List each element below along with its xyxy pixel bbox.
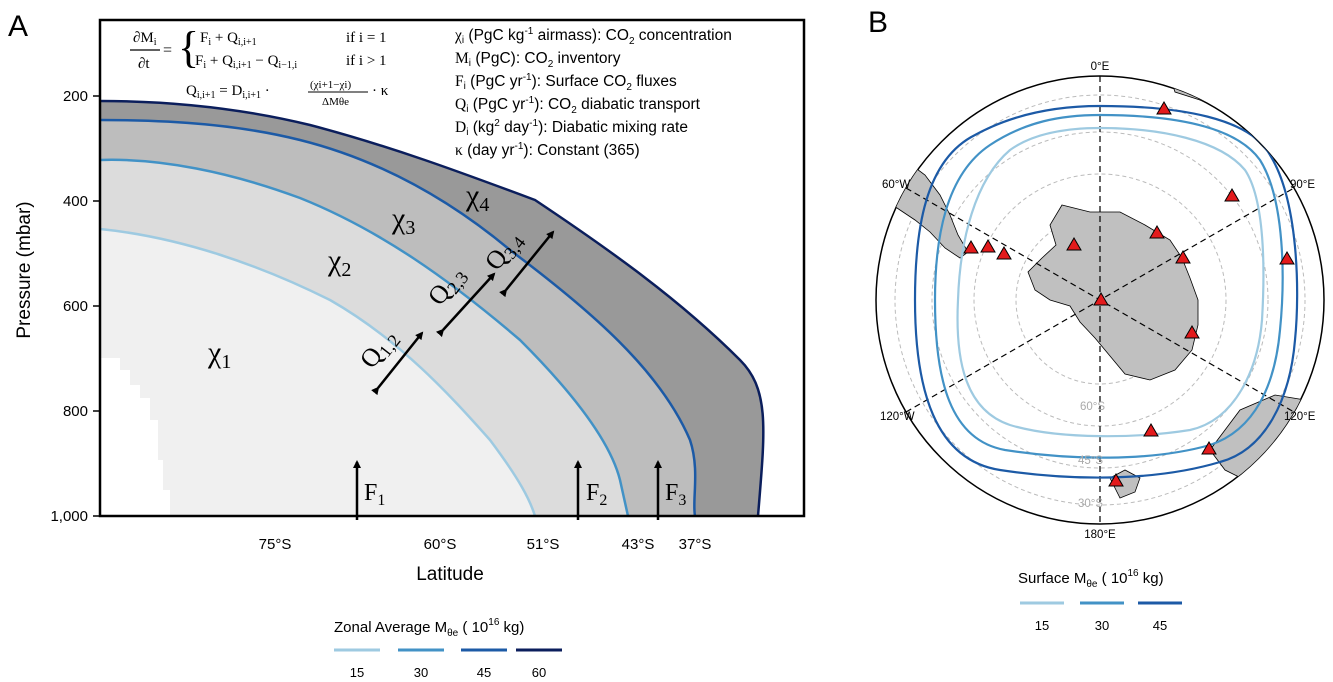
y-tick-800: 800 [63,403,88,420]
legend-b-label-15: 15 [1035,618,1049,633]
station-marker [1149,225,1165,239]
flux-arrows [353,460,662,520]
contour-60 [100,99,765,516]
def-q: Qi (PgC yr-1): CO2 diabatic transport [455,95,701,116]
arrow-q12 [371,331,424,396]
svg-text:{: { [178,23,199,72]
panel-a-legend: Zonal Average Mθe ( 1016 kg) 15 30 45 60 [334,617,562,680]
eq-lhs-denominator: ∂t [138,56,150,72]
contour-45 [100,118,697,516]
map-contour-15 [956,126,1265,438]
flux-labels: F1 F2 F3 [364,480,686,509]
lat-label-60s: 60°S [1080,401,1105,413]
station-marker [1093,292,1109,306]
x-tick-43s: 43°S [622,536,655,553]
label-chi2: χ2 [327,244,351,281]
lat-label-30s: 30°S [1078,498,1103,510]
panel-b-letter: B [868,6,888,39]
arrow-q23 [436,272,496,338]
equations-block: ∂Mi ∂t = { Fi + Qi,i+1 if i = 1 Fi + Qi,… [130,23,389,108]
legend-a-label-30: 30 [414,665,428,680]
map-contour-45 [913,104,1299,479]
x-tick-51s: 51°S [527,536,560,553]
x-tick-37s: 37°S [679,536,712,553]
lon-label-60w: 60°W [882,179,910,191]
label-chi1: χ1 [207,336,231,373]
legend-b-title: Surface Mθe ( 1016 kg) [1018,568,1164,590]
lat-label-45s: 45°S [1078,455,1103,467]
eq-transport-frac-den: ΔMθe [322,96,349,108]
y-axis: 200 400 600 800 1,000 [50,88,100,525]
def-chi: χi (PgC kg-1 airmass): CO2 concentration [454,26,732,47]
label-chi3: χ3 [391,202,415,239]
def-kappa: κ (day yr-1): Constant (365) [455,141,640,159]
station-marker [1066,237,1082,251]
x-tick-75s: 75°S [259,536,292,553]
panel-a-frame [98,18,806,518]
variable-definitions: χi (PgC kg-1 airmass): CO2 concentration… [454,26,732,159]
eq-transport: Qi,i+1 = Di,i+1 · [186,83,270,101]
label-f1: F1 [364,480,385,509]
y-tick-1000: 1,000 [50,508,88,525]
y-tick-200: 200 [63,88,88,105]
legend-b-label-45: 45 [1153,618,1167,633]
label-f3: F3 [665,480,686,509]
station-marker [1143,423,1159,437]
legend-a-label-45: 45 [477,665,491,680]
svg-text:=: = [163,42,172,59]
station-marker [1279,251,1295,265]
panel-b-legend: Surface Mθe ( 1016 kg) 15 30 45 [1018,568,1182,633]
eq-case-2: Fi + Qi,i+1 − Qi−1,i [195,53,297,71]
topography-mask [100,358,170,516]
eq-case-1: Fi + Qi,i+1 [200,30,257,48]
station-marker [1108,473,1124,487]
y-axis-label: Pressure (mbar) [14,201,35,338]
legend-a-label-60: 60 [532,665,546,680]
eq-case-1-cond: if i = 1 [346,30,387,46]
station-marker [1175,250,1191,264]
y-tick-600: 600 [63,298,88,315]
panel-a-plot [100,99,765,516]
station-marker [980,239,996,253]
region-labels: χ1 χ2 χ3 χ4 [207,179,489,373]
panel-a-letter: A [8,10,28,43]
eq-lhs-numerator: ∂Mi [133,30,157,48]
station-marker [1201,441,1217,455]
def-d: Di (kg2 day-1): Diabatic mixing rate [455,118,688,138]
legend-b-label-30: 30 [1095,618,1109,633]
lon-label-180e: 180°E [1084,529,1116,541]
label-f2: F2 [586,480,607,509]
lon-label-0e: 0°E [1091,61,1110,73]
x-axis-label: Latitude [416,564,484,585]
eq-transport-frac-num: (χi+1−χi) [310,79,351,91]
x-axis: 75°S 60°S 51°S 43°S 37°S [259,536,712,553]
arrow-q34 [499,230,555,298]
lon-label-120e: 120°E [1284,411,1316,423]
eq-transport-tail: · κ [372,83,389,99]
label-chi4: χ4 [465,179,489,216]
station-marker [1184,325,1200,339]
map-labels: 0°E 60°W 90°E 120°W 120°E 180°E 60°S 45°… [880,61,1316,541]
contour-30 [100,158,630,516]
map-contour-30 [933,113,1284,459]
station-marker [963,240,979,254]
def-m: Mi (PgC): CO2 inventory [455,50,621,70]
region-chi1 [100,229,535,516]
station-marker [1224,188,1240,202]
transport-arrows [371,230,555,396]
eq-case-2-cond: if i > 1 [346,53,387,69]
def-f: Fi (PgC yr-1): Surface CO2 fluxes [455,72,677,93]
legend-a-label-15: 15 [350,665,364,680]
station-markers [963,101,1295,487]
station-marker [996,246,1012,260]
legend-a-title: Zonal Average Mθe ( 1016 kg) [334,617,524,639]
y-tick-400: 400 [63,193,88,210]
station-marker [1156,101,1172,115]
lon-label-90e: 90°E [1290,179,1315,191]
x-tick-60s: 60°S [424,536,457,553]
polar-map: 0°E 60°W 90°E 120°W 120°E 180°E 60°S 45°… [875,61,1325,541]
lon-label-120w: 120°W [880,411,915,423]
